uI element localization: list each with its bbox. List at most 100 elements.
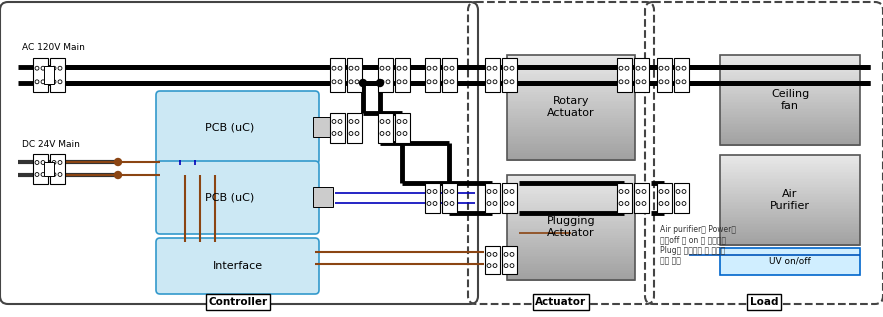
Bar bbox=[720, 117, 860, 119]
Bar bbox=[720, 67, 860, 69]
Circle shape bbox=[403, 120, 407, 123]
Bar bbox=[507, 235, 635, 237]
Bar bbox=[720, 100, 860, 102]
FancyBboxPatch shape bbox=[156, 161, 319, 234]
Bar bbox=[507, 208, 635, 210]
Bar bbox=[720, 130, 860, 132]
Bar bbox=[507, 80, 635, 82]
Bar bbox=[720, 171, 860, 173]
Bar bbox=[507, 88, 635, 90]
Circle shape bbox=[403, 80, 407, 84]
Circle shape bbox=[115, 158, 122, 165]
Circle shape bbox=[504, 190, 508, 193]
Bar bbox=[720, 91, 860, 93]
Text: UV on/off: UV on/off bbox=[769, 256, 811, 266]
Bar bbox=[720, 136, 860, 138]
Circle shape bbox=[41, 160, 45, 165]
Bar bbox=[720, 165, 860, 167]
Circle shape bbox=[510, 190, 514, 193]
Circle shape bbox=[58, 160, 62, 165]
Bar bbox=[33, 58, 48, 92]
Bar bbox=[507, 130, 635, 133]
Bar bbox=[507, 201, 635, 204]
Text: Air purifier의 Power는
전원off 후 on 할 경우에도
Plug로 동작시늬 수 있는지
확인 필요: Air purifier의 Power는 전원off 후 on 할 경우에도 P… bbox=[660, 225, 736, 265]
Bar bbox=[720, 74, 860, 76]
Text: Interface: Interface bbox=[213, 261, 262, 271]
Bar bbox=[720, 190, 860, 191]
Bar bbox=[507, 224, 635, 226]
Bar bbox=[720, 229, 860, 230]
Bar bbox=[507, 66, 635, 68]
Bar bbox=[485, 183, 500, 212]
Bar bbox=[395, 58, 410, 92]
Circle shape bbox=[386, 66, 390, 70]
Bar bbox=[507, 62, 635, 64]
Circle shape bbox=[665, 66, 669, 70]
Bar bbox=[720, 236, 860, 238]
Circle shape bbox=[659, 80, 663, 84]
Circle shape bbox=[504, 66, 508, 70]
Circle shape bbox=[41, 80, 45, 84]
Bar bbox=[720, 140, 860, 143]
Bar bbox=[507, 189, 635, 191]
Circle shape bbox=[493, 190, 497, 193]
Bar bbox=[720, 73, 860, 75]
Circle shape bbox=[450, 80, 454, 84]
Text: Rotary
Actuator: Rotary Actuator bbox=[547, 96, 595, 118]
Bar bbox=[507, 143, 635, 145]
Text: Ceiling
fan: Ceiling fan bbox=[771, 89, 809, 111]
Bar bbox=[720, 225, 860, 228]
Bar bbox=[720, 107, 860, 109]
Bar bbox=[507, 238, 635, 240]
Circle shape bbox=[682, 190, 686, 193]
Circle shape bbox=[35, 80, 39, 84]
Circle shape bbox=[338, 80, 342, 84]
Text: Load: Load bbox=[750, 297, 778, 307]
Bar bbox=[720, 85, 860, 87]
Circle shape bbox=[487, 252, 491, 256]
Bar bbox=[507, 205, 635, 207]
Circle shape bbox=[35, 172, 39, 177]
Bar bbox=[720, 133, 860, 135]
Circle shape bbox=[659, 66, 663, 70]
Bar bbox=[346, 113, 361, 143]
Bar bbox=[720, 144, 860, 146]
Bar bbox=[507, 245, 635, 247]
Bar bbox=[507, 254, 635, 256]
Bar bbox=[507, 57, 635, 59]
Circle shape bbox=[636, 202, 640, 205]
Circle shape bbox=[510, 202, 514, 205]
Bar bbox=[507, 217, 635, 219]
Circle shape bbox=[355, 66, 359, 70]
Bar bbox=[507, 228, 635, 230]
Circle shape bbox=[376, 80, 383, 87]
Circle shape bbox=[625, 66, 629, 70]
Circle shape bbox=[115, 171, 122, 178]
Bar bbox=[720, 68, 860, 70]
Bar bbox=[507, 185, 635, 188]
Bar bbox=[507, 259, 635, 261]
Bar bbox=[720, 178, 860, 179]
Bar bbox=[720, 173, 860, 175]
Bar bbox=[507, 67, 635, 69]
Bar bbox=[507, 76, 635, 78]
Circle shape bbox=[659, 190, 663, 193]
Bar bbox=[507, 113, 635, 115]
Circle shape bbox=[619, 190, 623, 193]
Bar bbox=[507, 266, 635, 268]
Circle shape bbox=[642, 66, 646, 70]
Bar bbox=[49, 58, 64, 92]
Bar bbox=[720, 139, 860, 141]
Circle shape bbox=[349, 120, 353, 123]
Bar bbox=[720, 64, 860, 66]
Bar bbox=[507, 229, 635, 231]
Bar bbox=[720, 217, 860, 218]
Bar bbox=[720, 95, 860, 98]
Bar bbox=[507, 100, 635, 103]
Circle shape bbox=[427, 80, 431, 84]
Bar bbox=[720, 169, 860, 171]
Bar bbox=[49, 153, 64, 184]
Bar bbox=[507, 148, 635, 150]
Circle shape bbox=[41, 66, 45, 70]
Circle shape bbox=[52, 172, 56, 177]
